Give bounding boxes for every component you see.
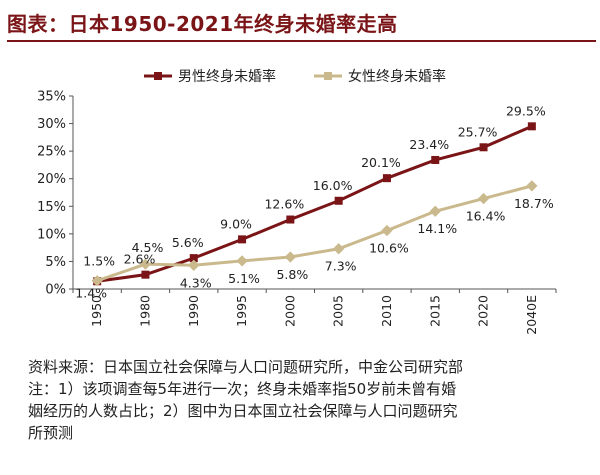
data-point: [477, 192, 490, 205]
x-tick-label: 1980: [137, 295, 152, 327]
line-chart: 0% 5% 10% 15% 20% 25% 30% 35% 1950 1980 1990 1995 20…: [37, 68, 557, 335]
note-line: 所预测: [28, 424, 74, 442]
data-point: [479, 143, 488, 152]
data-point: [429, 205, 441, 217]
y-tick-label: 15%: [37, 200, 66, 215]
x-tick-label: 2000: [282, 295, 297, 327]
y-tick-label: 10%: [37, 227, 66, 242]
title-divider: [7, 40, 596, 42]
chart-title: 图表：日本1950-2021年终身未婚率走高: [7, 12, 398, 36]
y-tick-label: 0%: [45, 283, 66, 298]
data-point: [238, 235, 247, 244]
y-tick-label: 35%: [37, 90, 66, 105]
data-point: [382, 174, 391, 183]
data-label: 9.0%: [220, 216, 252, 231]
data-label: 5.6%: [172, 235, 204, 250]
source-notes: 资料来源：日本国立社会保障与人口问题研究所，中金公司研究部 注：1）该项调查每5…: [28, 356, 593, 444]
x-tick-label: 2040E: [524, 295, 539, 335]
y-tick-label: 30%: [37, 117, 66, 132]
data-label: 2.6%: [124, 252, 156, 267]
x-tick-label: 2020: [476, 295, 491, 327]
y-tick-label: 20%: [37, 172, 66, 187]
data-point: [141, 270, 150, 279]
data-point: [139, 258, 152, 270]
legend-label: 男性终身未婚率: [178, 68, 276, 85]
note-line: 注：1）该项调查每5年进行一次；终身未婚率指50岁前未曾有婚: [28, 380, 457, 398]
data-point: [526, 180, 538, 192]
data-point: [236, 255, 248, 267]
data-point: [284, 251, 297, 263]
data-label: 4.5%: [132, 240, 164, 255]
legend-marker: [324, 72, 332, 80]
male-series-line: [96, 124, 533, 283]
data-label: 5.1%: [228, 271, 260, 286]
data-label: 1.5%: [83, 254, 115, 269]
x-tick-label: 2015: [427, 295, 442, 327]
data-label: 29.5%: [506, 103, 546, 118]
data-label: 23.4%: [409, 137, 449, 152]
data-label: 14.1%: [417, 221, 457, 236]
x-tick-label: 1995: [234, 295, 249, 327]
data-label: 20.1%: [361, 155, 401, 170]
legend-label: 女性终身未婚率: [348, 68, 446, 85]
data-point: [431, 155, 440, 164]
x-tick-label: 2010: [379, 295, 394, 327]
x-tick-label: 2005: [331, 295, 346, 327]
y-tick-label: 5%: [45, 255, 66, 270]
data-point: [189, 254, 198, 263]
data-label: 16.0%: [313, 178, 353, 193]
legend-marker: [154, 72, 162, 80]
female-series-line: [96, 184, 533, 283]
data-label: 18.7%: [514, 196, 554, 211]
note-line: 姻经历的人数占比；2）图中为日本国立社会保障与人口问题研究: [28, 402, 458, 420]
data-point: [188, 259, 200, 271]
data-label: 12.6%: [264, 197, 304, 212]
data-point: [381, 224, 393, 237]
data-point: [527, 122, 536, 131]
data-label: 7.3%: [325, 259, 357, 274]
x-tick-label: 1990: [186, 295, 201, 327]
data-label: 16.4%: [466, 209, 506, 224]
data-label: 25.7%: [458, 124, 498, 139]
data-point: [334, 196, 343, 205]
data-point: [286, 215, 295, 224]
data-label: 1.4%: [75, 285, 107, 300]
x-tick-label: 1950: [89, 295, 104, 327]
data-point: [332, 243, 345, 255]
data-label: 5.8%: [276, 267, 308, 282]
y-tick-label: 25%: [37, 145, 66, 160]
data-label: 4.3%: [180, 275, 212, 290]
data-label: 10.6%: [369, 241, 409, 256]
source-line: 资料来源：日本国立社会保障与人口问题研究所，中金公司研究部: [28, 358, 464, 376]
